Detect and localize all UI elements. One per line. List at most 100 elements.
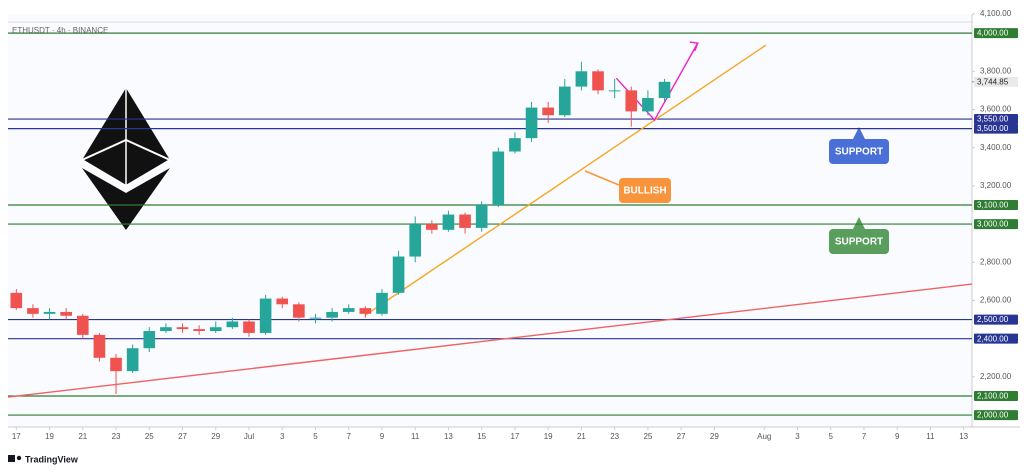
x-tick-label: 17 <box>510 432 519 441</box>
arrow-head <box>689 41 699 52</box>
candle-body <box>10 292 23 309</box>
y-tick-label: 2,800.00 <box>980 257 1012 266</box>
x-tick-label: 27 <box>178 432 187 441</box>
candle-body <box>160 327 172 332</box>
candle-body <box>359 308 372 314</box>
candle-body <box>342 308 355 312</box>
x-tick-label: 11 <box>411 432 420 441</box>
x-tick-label: 19 <box>544 432 553 441</box>
x-tick-label: 21 <box>78 432 87 441</box>
candle-body <box>326 311 338 318</box>
candle-body <box>459 214 471 228</box>
candle-body <box>625 90 638 112</box>
x-tick-label: 7 <box>346 432 351 441</box>
x-tick-label: 17 <box>12 432 21 441</box>
x-tick-label: 5 <box>828 432 833 441</box>
annotation-box <box>829 229 889 254</box>
candle-body <box>259 298 272 333</box>
x-tick-label: 13 <box>959 432 968 441</box>
y-tick-label: 3,800.00 <box>980 66 1012 75</box>
candle-body <box>293 304 305 318</box>
candle-body <box>309 317 322 319</box>
candle-body <box>492 151 505 205</box>
candle-body <box>642 98 654 112</box>
annotation-box <box>829 139 889 164</box>
brand: TradingView <box>25 454 79 464</box>
candle-body <box>143 331 156 349</box>
x-tick-label: 9 <box>380 432 385 441</box>
x-tick-label: 21 <box>577 432 586 441</box>
candle-body <box>475 204 488 228</box>
last-price-label: 3,744.85 <box>977 77 1009 86</box>
annotation-pointer <box>584 170 620 186</box>
annotation-pointer <box>853 127 865 139</box>
candle-body <box>509 138 521 152</box>
candle-body <box>558 86 571 116</box>
x-tick-label: 25 <box>145 432 154 441</box>
candle-body <box>43 311 56 314</box>
level-label-box <box>974 123 1018 134</box>
level-label-box <box>974 390 1018 401</box>
level-label: 3,000.00 <box>977 220 1009 229</box>
level-label: 2,100.00 <box>977 392 1009 401</box>
x-tick-label: 25 <box>643 432 652 441</box>
x-tick-label: 15 <box>477 432 486 441</box>
level-label-box <box>974 333 1018 344</box>
candle-body <box>608 90 621 92</box>
x-tick-label: 29 <box>211 432 220 441</box>
candle-body <box>426 224 438 230</box>
x-tick-label: 27 <box>677 432 686 441</box>
candle-body <box>542 107 554 116</box>
annotation-label: SUPPORT <box>835 147 883 158</box>
candle-body <box>110 357 122 372</box>
annotation-pointer <box>853 217 865 229</box>
candle-body <box>126 348 139 372</box>
x-tick-label: 7 <box>862 432 867 441</box>
level-label-box <box>974 219 1018 230</box>
x-tick-label: 9 <box>895 432 900 441</box>
candle-body <box>76 315 89 335</box>
level-label-box <box>974 114 1018 125</box>
x-tick-label: 19 <box>45 432 54 441</box>
level-label: 2,400.00 <box>977 334 1009 343</box>
annotation-label: BULLISH <box>623 186 666 197</box>
level-label-box <box>974 28 1018 39</box>
y-tick-label: 2,200.00 <box>980 372 1012 381</box>
candle-body <box>575 71 588 87</box>
candle-body <box>93 334 106 358</box>
trend-line <box>364 44 767 316</box>
x-tick-label: 3 <box>795 432 800 441</box>
candle-body <box>209 327 222 332</box>
y-tick-label: 2,600.00 <box>980 296 1012 305</box>
x-tick-label: Aug <box>757 432 771 441</box>
candle-body <box>525 107 538 139</box>
candle-body <box>392 256 405 293</box>
level-label-box <box>974 410 1018 421</box>
candle-body <box>658 81 671 99</box>
x-tick-label: 23 <box>112 432 121 441</box>
plot-area <box>8 14 972 427</box>
y-tick-label: 3,600.00 <box>980 105 1012 114</box>
candle-body <box>276 298 289 305</box>
level-label: 3,500.00 <box>977 124 1009 133</box>
footer-logo <box>8 455 22 462</box>
annotation-label: SUPPORT <box>835 237 883 248</box>
candle-body <box>592 71 604 91</box>
last-price-box <box>974 76 1018 87</box>
level-label-box <box>974 314 1018 325</box>
candle-body <box>226 321 239 328</box>
candle-body <box>243 321 255 333</box>
level-label: 2,500.00 <box>977 315 1009 324</box>
y-tick-label: 3,400.00 <box>980 143 1012 152</box>
chart-title: ETHUSDT · 4h · BINANCE <box>12 26 108 35</box>
candle-body <box>409 224 422 257</box>
candle-body <box>27 308 39 314</box>
x-tick-label: 23 <box>610 432 619 441</box>
x-tick-label: 11 <box>926 432 935 441</box>
annotation-box <box>619 178 671 203</box>
x-tick-label: 29 <box>710 432 719 441</box>
level-label-box <box>974 199 1018 210</box>
candle-body <box>442 214 455 230</box>
trend-line <box>7 283 973 398</box>
